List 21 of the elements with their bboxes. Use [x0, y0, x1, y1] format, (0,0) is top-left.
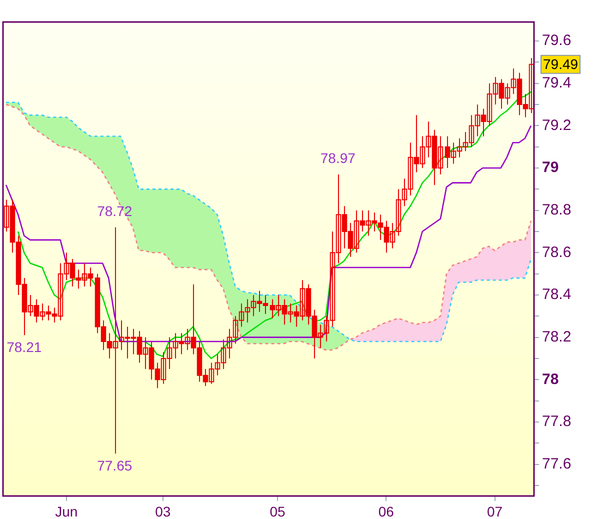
- annotation: 78.21: [6, 339, 42, 356]
- y-tick-label: 79.6: [542, 32, 572, 50]
- y-tick-label: 77.8: [542, 413, 572, 430]
- annotation: 78.72: [97, 203, 132, 220]
- y-tick-label: 79: [542, 159, 559, 176]
- y-tick-label: 77.6: [542, 455, 572, 472]
- y-tick-label: 78.8: [542, 201, 572, 218]
- x-tick-label: 06: [378, 503, 394, 519]
- y-tick-label: 78.4: [542, 286, 572, 304]
- x-tick-label: 03: [155, 503, 171, 519]
- y-tick-label: 79.2: [542, 116, 572, 134]
- x-tick-label: 07: [486, 503, 503, 519]
- y-tick-label: 78: [542, 370, 559, 388]
- y-tick-label: 78.2: [542, 328, 572, 346]
- y-tick-label: 79.4: [542, 74, 572, 92]
- text: 79.49: [543, 56, 578, 72]
- annotation: 78.97: [320, 150, 356, 166]
- annotation: 77.65: [97, 458, 132, 474]
- x-tick-label: Jun: [55, 503, 78, 519]
- y-tick-label: 78.6: [542, 244, 572, 261]
- x-tick-label: 05: [270, 503, 286, 519]
